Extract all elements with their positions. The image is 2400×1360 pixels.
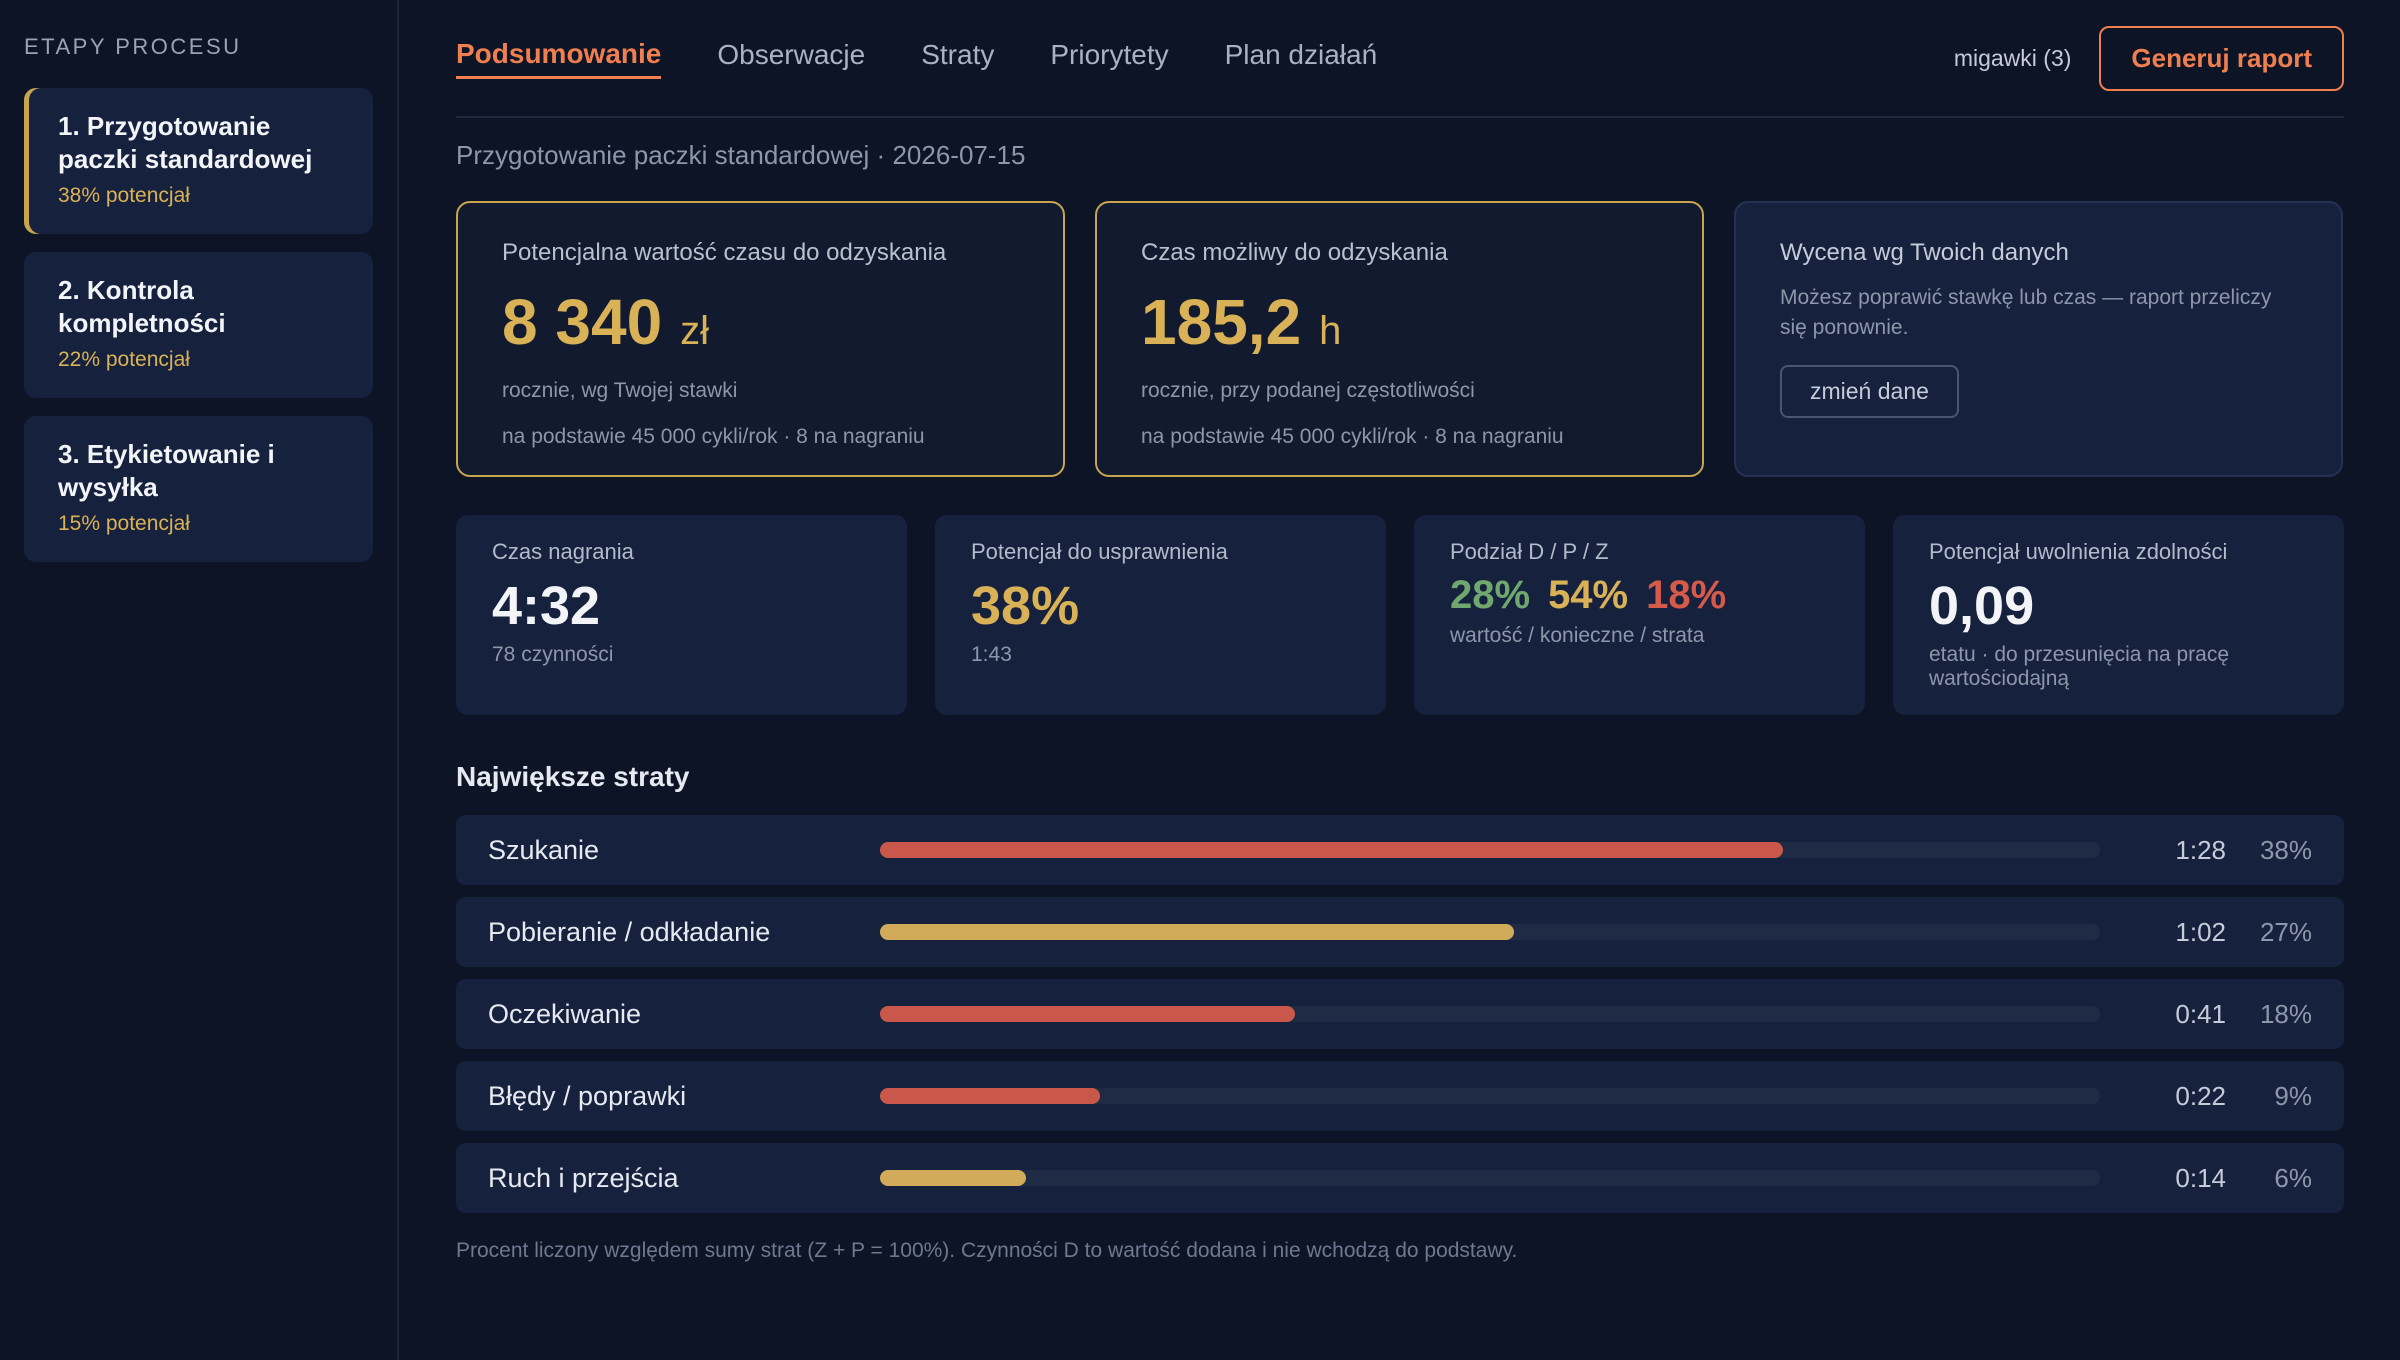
loss-bar-track [880, 1088, 2100, 1104]
tab-action-plan[interactable]: Plan działań [1224, 39, 1378, 70]
sidebar: ETAPY PROCESU 1. Przygotowanie paczki st… [0, 0, 399, 1360]
time-subtext: rocznie, przy podanej częstotliwości [1141, 379, 1475, 402]
stage-item-1[interactable]: 1. Przygotowanie paczki standardowej 38%… [24, 88, 373, 234]
value-number: 8 340 [502, 286, 663, 358]
main-content: Podsumowanie Obserwacje Straty Priorytet… [456, 0, 2344, 1263]
time-label: Czas możliwy do odzyskania [1141, 239, 1448, 266]
kpi-cards: Czas nagrania 4:32 78 czynności Potencja… [456, 515, 2344, 715]
loss-time: 0:41 [2175, 998, 2226, 1029]
loss-bar-fill [880, 1170, 1027, 1186]
stage-name: 2. Kontrola kompletności [58, 275, 226, 338]
split-value-added: 28% [1450, 573, 1531, 617]
losses-list: Szukanie 1:28 38% Pobieranie / odkładani… [456, 815, 2344, 1213]
kpi-sub: etatu · do przesunięcia na pracę wartośc… [1929, 643, 2230, 690]
loss-bar-track [880, 842, 2100, 858]
loss-name: Pobieranie / odkładanie [488, 916, 771, 947]
recording-time-card: Czas nagrania 4:32 78 czynności [456, 515, 907, 715]
kpi-sub: 1:43 [971, 643, 1012, 666]
stage-item-2[interactable]: 2. Kontrola kompletności 22% potencjał [24, 252, 373, 398]
loss-bar-fill [880, 924, 1515, 940]
generate-report-button[interactable]: Generuj raport [2099, 25, 2344, 91]
tab-summary[interactable]: Podsumowanie [456, 38, 662, 79]
loss-time: 0:22 [2175, 1080, 2226, 1111]
loss-row[interactable]: Szukanie 1:28 38% [456, 815, 2344, 885]
loss-bar-fill [880, 1088, 1100, 1104]
loss-time: 1:02 [2175, 916, 2226, 947]
losses-title: Największe straty [456, 761, 690, 792]
kpi-label: Czas nagrania [492, 539, 634, 564]
dpz-split-card: Podział D / P / Z 28% 54% 18% wartość / … [1414, 515, 1865, 715]
loss-row[interactable]: Oczekiwanie 0:41 18% [456, 979, 2344, 1049]
own-data-card: Wycena wg Twoich danych Możesz poprawić … [1734, 201, 2343, 477]
tab-losses[interactable]: Straty [921, 39, 995, 70]
split-necessary: 54% [1548, 573, 1629, 617]
value-basis: na podstawie 45 000 cykli/rok · 8 na nag… [502, 425, 925, 448]
snapshots-link[interactable]: migawki (3) [1953, 44, 2072, 71]
tab-bar: Podsumowanie Obserwacje Straty Priorytet… [456, 38, 1377, 79]
loss-row[interactable]: Pobieranie / odkładanie 1:02 27% [456, 897, 2344, 967]
kpi-value: 0,09 [1929, 576, 2035, 636]
capacity-card: Potencjał uwolnienia zdolności 0,09 etat… [1893, 515, 2344, 715]
split-waste: 18% [1646, 573, 1727, 617]
tab-observations[interactable]: Obserwacje [717, 39, 866, 70]
loss-percent: 18% [2259, 998, 2312, 1029]
loss-percent: 38% [2259, 834, 2312, 865]
top-bar: Podsumowanie Obserwacje Straty Priorytet… [456, 0, 2344, 118]
kpi-label: Podział D / P / Z [1450, 539, 1609, 564]
top-actions: migawki (3) Generuj raport [1953, 25, 2344, 91]
stage-potential: 38% potencjał [58, 184, 190, 207]
value-subtext: rocznie, wg Twojej stawki [502, 379, 738, 402]
kpi-label: Potencjał uwolnienia zdolności [1929, 539, 2228, 564]
page-subtitle: Przygotowanie paczki standardowej · 2026… [456, 140, 1026, 170]
kpi-sub: wartość / konieczne / strata [1450, 624, 1705, 647]
value-unit: zł [680, 309, 710, 353]
kpi-value: 4:32 [492, 576, 601, 636]
time-amount: 185,2 h [1141, 285, 1658, 359]
sidebar-title: ETAPY PROCESU [24, 34, 242, 59]
loss-name: Błędy / poprawki [488, 1080, 687, 1111]
loss-time: 0:14 [2175, 1162, 2226, 1193]
loss-bar-fill [880, 1006, 1295, 1022]
summary-cards: Potencjalna wartość czasu do odzyskania … [456, 201, 2344, 477]
loss-bar-track [880, 1006, 2100, 1022]
kpi-label: Potencjał do usprawnienia [971, 539, 1228, 564]
loss-row[interactable]: Ruch i przejścia 0:14 6% [456, 1143, 2344, 1213]
stage-name: 3. Etykietowanie i wysyłka [58, 439, 275, 502]
tab-priorities[interactable]: Priorytety [1050, 39, 1169, 70]
split-values: 28% 54% 18% [1450, 573, 1829, 618]
loss-percent: 6% [2274, 1162, 2312, 1193]
loss-name: Szukanie [488, 834, 600, 865]
value-amount: 8 340 zł [502, 285, 1019, 359]
change-data-button[interactable]: zmień dane [1780, 365, 1959, 418]
value-label: Potencjalna wartość czasu do odzyskania [502, 239, 947, 266]
loss-percent: 9% [2274, 1080, 2312, 1111]
losses-footnote: Procent liczony względem sumy strat (Z +… [456, 1239, 1518, 1262]
loss-bar-fill [880, 842, 1783, 858]
time-card: Czas możliwy do odzyskania 185,2 h roczn… [1095, 201, 1704, 477]
loss-bar-track [880, 924, 2100, 940]
stage-potential: 15% potencjał [58, 512, 190, 535]
loss-name: Oczekiwanie [488, 998, 642, 1029]
loss-percent: 27% [2259, 916, 2312, 947]
time-number: 185,2 [1141, 286, 1302, 358]
own-data-text: Możesz poprawić stawkę lub czas — raport… [1780, 286, 2272, 339]
own-data-title: Wycena wg Twoich danych [1780, 239, 2069, 266]
time-unit: h [1319, 309, 1342, 353]
stage-name: 1. Przygotowanie paczki standardowej [58, 111, 313, 174]
improvement-potential-card: Potencjał do usprawnienia 38% 1:43 [935, 515, 1386, 715]
loss-row[interactable]: Błędy / poprawki 0:22 9% [456, 1061, 2344, 1131]
kpi-sub: 78 czynności [492, 643, 614, 666]
loss-name: Ruch i przejścia [488, 1162, 679, 1193]
value-card: Potencjalna wartość czasu do odzyskania … [456, 201, 1065, 477]
loss-time: 1:28 [2175, 834, 2226, 865]
kpi-value: 38% [971, 576, 1080, 636]
time-basis: na podstawie 45 000 cykli/rok · 8 na nag… [1141, 425, 1564, 448]
stage-item-3[interactable]: 3. Etykietowanie i wysyłka 15% potencjał [24, 416, 373, 562]
loss-bar-track [880, 1170, 2100, 1186]
stage-potential: 22% potencjał [58, 348, 190, 371]
